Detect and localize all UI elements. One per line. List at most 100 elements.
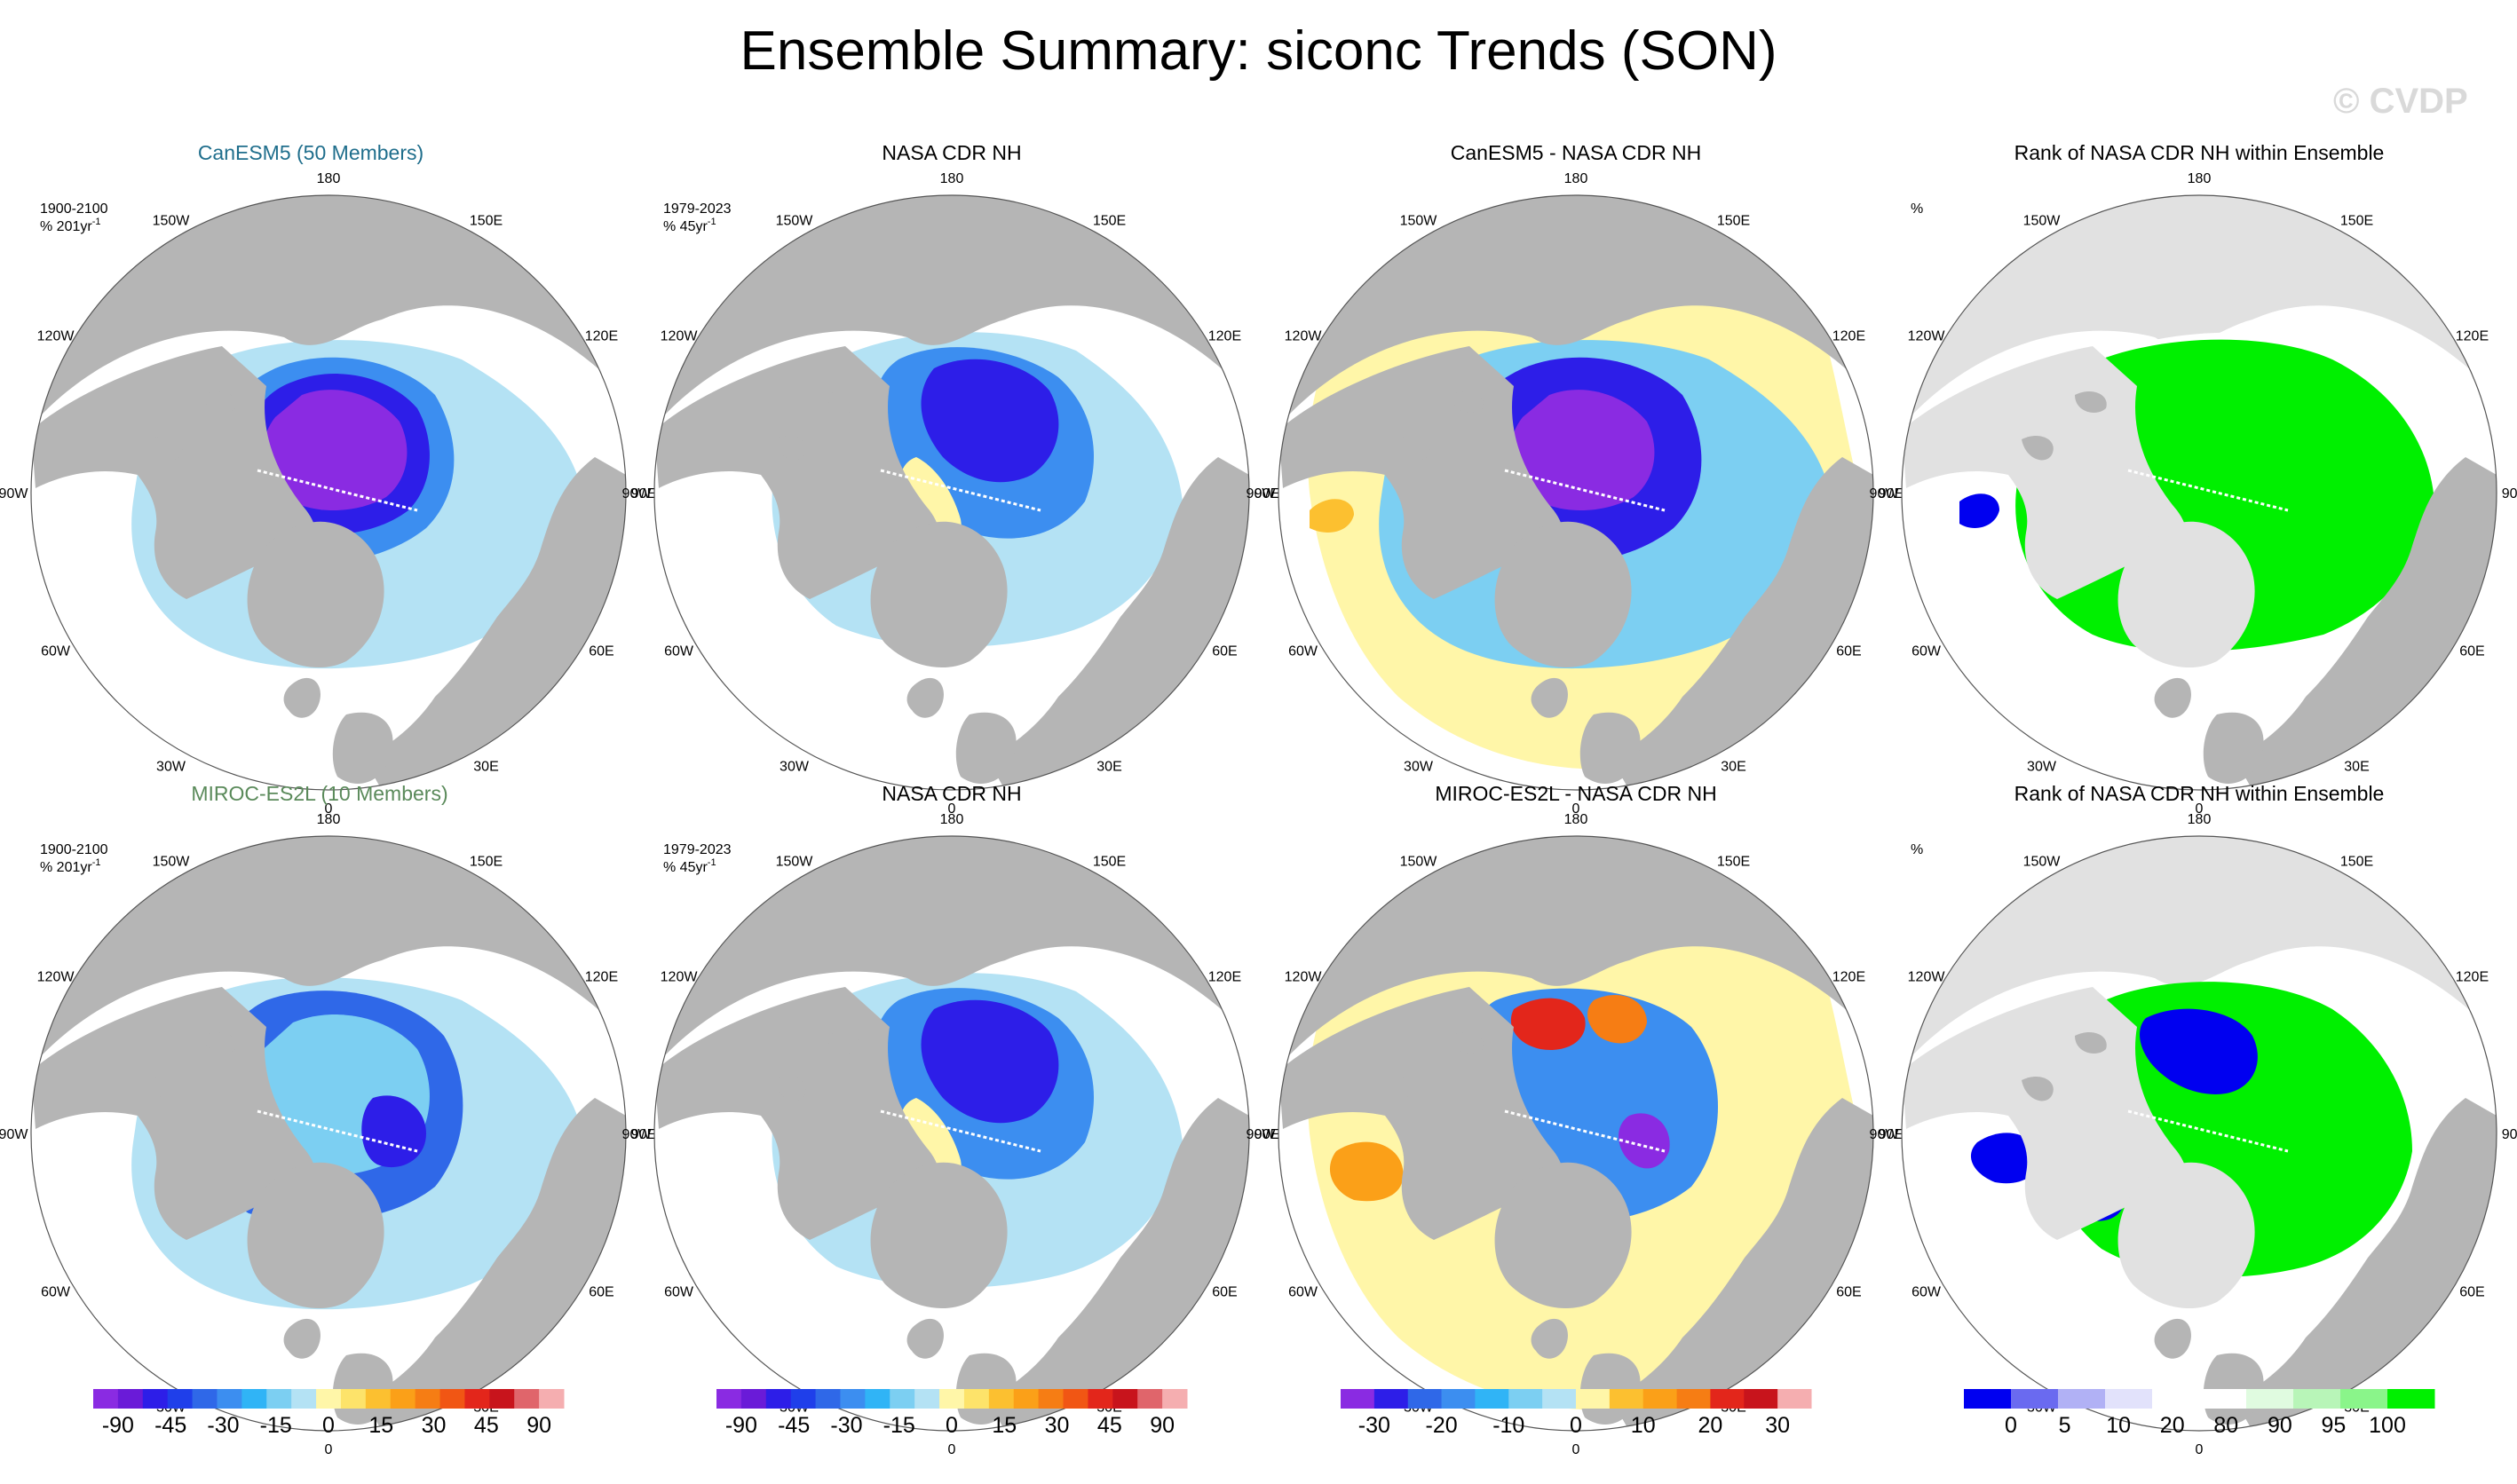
- lon-label: 180: [1564, 812, 1588, 827]
- panel-annotation: % 45yr-1: [663, 857, 716, 875]
- colorbar-box: [1013, 1389, 1040, 1409]
- lon-label: 90E: [2502, 1127, 2517, 1142]
- lon-label: 90W: [1870, 1127, 1900, 1142]
- colorbar-tick-label: -15: [883, 1413, 915, 1438]
- colorbar-tick-label: -30: [207, 1413, 239, 1438]
- lon-label: 30E: [1721, 759, 1745, 774]
- lon-label: 60E: [1212, 1285, 1237, 1300]
- colorbar-tick-label: 45: [474, 1413, 499, 1438]
- colorbar-box: [2105, 1389, 2153, 1409]
- lon-label: 60E: [2459, 1285, 2484, 1300]
- colorbar-box: [890, 1389, 915, 1409]
- colorbar-tick-label: 20: [1698, 1413, 1723, 1438]
- colorbar-box: [539, 1389, 565, 1409]
- colorbar-tick-label: -15: [260, 1413, 292, 1438]
- figure-title: Ensemble Summary: siconc Trends (SON): [740, 20, 1777, 82]
- map-panel-p4: MIROC-ES2L (10 Members) 180 150E 120E 90E 60E…: [0, 782, 656, 1457]
- colorbar-box: [1542, 1389, 1577, 1409]
- colorbar-box: [1441, 1389, 1476, 1409]
- lon-label: 60W: [1911, 644, 1942, 659]
- colorbar-box: [1508, 1389, 1543, 1409]
- colorbar-tick-label: 20: [2160, 1413, 2185, 1438]
- lon-label: 0: [1572, 801, 1580, 817]
- lon-label: 0: [325, 1442, 333, 1457]
- panel-annotation: % 201yr-1: [40, 217, 100, 234]
- map-panel-p1: NASA CDR NH 180 150E 120E 90E 60E 30E 0 30W 60W 90…: [622, 141, 1280, 817]
- map-panel-p5: NASA CDR NH180150E120E90E60E30E030W60W90…: [622, 782, 1280, 1457]
- lon-label: 30W: [2027, 759, 2057, 774]
- lon-label: 60W: [1288, 1285, 1318, 1300]
- colorbar-box: [988, 1389, 1015, 1409]
- colorbar-box: [167, 1389, 194, 1409]
- lon-label: 30E: [2344, 759, 2369, 774]
- lon-label: 120W: [661, 329, 699, 344]
- panel-annotation: 1900-2100: [40, 842, 108, 857]
- panel-title: CanESM5 - NASA CDR NH: [1451, 141, 1701, 164]
- colorbar-tick-label: -45: [778, 1413, 810, 1438]
- colorbar-box: [291, 1389, 317, 1409]
- colorbar-box: [365, 1389, 392, 1409]
- lon-label: 0: [948, 801, 956, 817]
- colorbar-tick-label: 5: [2059, 1413, 2071, 1438]
- panel-annotation: % 45yr-1: [663, 217, 716, 234]
- lon-label: 60E: [589, 644, 613, 659]
- lon-label: 180: [940, 812, 964, 827]
- colorbar-box: [390, 1389, 416, 1409]
- colorbar-box: [716, 1389, 742, 1409]
- lon-label: 60W: [41, 644, 71, 659]
- lon-label: 120W: [37, 329, 75, 344]
- colorbar-box: [266, 1389, 292, 1409]
- colorbar-box: [815, 1389, 841, 1409]
- lon-label: 90W: [622, 486, 653, 501]
- lon-label: 90W: [1870, 486, 1900, 501]
- colorbar-box: [840, 1389, 866, 1409]
- colorbar-tick-label: -90: [725, 1413, 757, 1438]
- colorbar-tick-label: 100: [2369, 1413, 2406, 1438]
- lon-label: 90W: [1247, 486, 1277, 501]
- lon-label: 90E: [2502, 486, 2517, 501]
- panel-title: Rank of NASA CDR NH within Ensemble: [2014, 782, 2385, 805]
- colorbar-box: [2387, 1389, 2435, 1409]
- colorbar-box: [2058, 1389, 2106, 1409]
- lon-label: 30W: [1404, 759, 1434, 774]
- colorbar-box: [2011, 1389, 2059, 1409]
- colorbar-tick-label: 0: [322, 1413, 335, 1438]
- panel-annotation: 1979-2023: [663, 201, 732, 217]
- colorbar-box: [2152, 1389, 2200, 1409]
- lon-label: 30W: [780, 759, 810, 774]
- colorbar-cb_rank: 0 5 10 20 80 90 95 100: [1964, 1389, 2435, 1438]
- panel-annotation: %: [1911, 201, 1923, 217]
- panel-title: MIROC-ES2L - NASA CDR NH: [1435, 782, 1716, 805]
- map-panel-p2: CanESM5 - NASA CDR NH 180 150E 120E 90E 60E 30…: [1247, 141, 1904, 817]
- lon-label: 120W: [1908, 329, 1946, 344]
- colorbar-box: [1777, 1389, 1812, 1409]
- colorbar-tick-label: 45: [1097, 1413, 1122, 1438]
- colorbar-cb_trend1: -90 -45 -30 -15 0 15 30 45 90: [93, 1389, 565, 1438]
- lon-label: 150W: [153, 855, 191, 870]
- colorbar-tick-label: -30: [830, 1413, 862, 1438]
- colorbar-tick-label: -30: [1358, 1413, 1390, 1438]
- lon-label: 30W: [156, 759, 186, 774]
- lon-label: 60E: [2459, 644, 2484, 659]
- lon-label: 0: [2196, 801, 2204, 817]
- colorbar-box: [740, 1389, 767, 1409]
- lon-label: 90W: [0, 1127, 28, 1142]
- colorbar-box: [1112, 1389, 1138, 1409]
- colorbar-box: [1744, 1389, 1778, 1409]
- colorbar-box: [316, 1389, 342, 1409]
- colorbar-box: [1137, 1389, 1163, 1409]
- lon-label: 150W: [2023, 214, 2062, 229]
- lon-label: 60W: [1288, 644, 1318, 659]
- lon-label: 180: [1564, 171, 1588, 186]
- colorbar-tick-label: 10: [2106, 1413, 2131, 1438]
- lon-label: 0: [1572, 1442, 1580, 1457]
- colorbar-box: [1088, 1389, 1113, 1409]
- lon-label: 180: [317, 171, 341, 186]
- colorbar-box: [963, 1389, 990, 1409]
- lon-label: 150E: [470, 855, 503, 870]
- colorbar-tick-label: 30: [422, 1413, 447, 1438]
- colorbar-box: [1063, 1389, 1088, 1409]
- lon-label: 150E: [2340, 214, 2373, 229]
- lon-label: 150W: [776, 855, 814, 870]
- lon-label: 0: [2196, 1442, 2204, 1457]
